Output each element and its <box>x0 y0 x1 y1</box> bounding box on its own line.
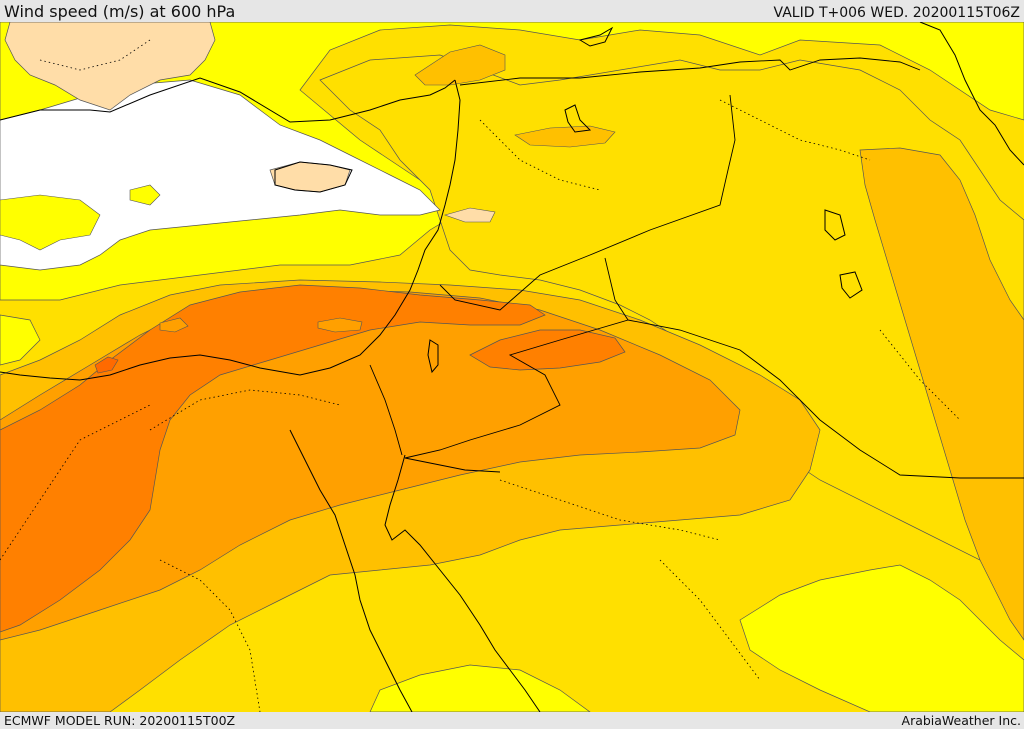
band-orange-gold-east <box>859 147 1024 641</box>
band-yellow-west <box>0 314 41 366</box>
calm-area <box>0 79 441 271</box>
light-area-turkey <box>4 22 216 111</box>
calm-island-yellow <box>129 184 161 206</box>
borders <box>369 57 1024 479</box>
map-svg <box>0 22 1024 712</box>
wind-speed-map[interactable] <box>0 22 1024 712</box>
coastlines <box>0 22 1024 712</box>
band-yellow-south-2 <box>369 664 591 712</box>
calm-inner-yellow <box>0 194 101 251</box>
light-area-lebanon <box>444 207 496 223</box>
band-orange-gold-syria <box>414 44 506 86</box>
valid-time: VALID T+006 WED. 20200115T06Z <box>773 5 1020 21</box>
band-yellow-south <box>739 564 1024 712</box>
map-title: Wind speed (m/s) at 600 hPa <box>4 2 236 21</box>
model-run: ECMWF MODEL RUN: 20200115T00Z <box>4 713 236 728</box>
internal-borders <box>0 39 961 712</box>
band-peak <box>94 356 119 374</box>
band-dark-orange-jordan <box>469 329 626 371</box>
band-dark-orange <box>0 284 546 633</box>
band-orange-gold-iraq <box>514 125 616 148</box>
footer-bar: ECMWF MODEL RUN: 20200115T00Z ArabiaWeat… <box>0 712 1024 729</box>
credit-text: ArabiaWeather Inc. <box>901 713 1021 728</box>
band-orange-hole <box>317 317 363 333</box>
band-orange-hole-2 <box>159 317 189 333</box>
header-bar: Wind speed (m/s) at 600 hPa VALID T+006 … <box>0 0 1024 22</box>
